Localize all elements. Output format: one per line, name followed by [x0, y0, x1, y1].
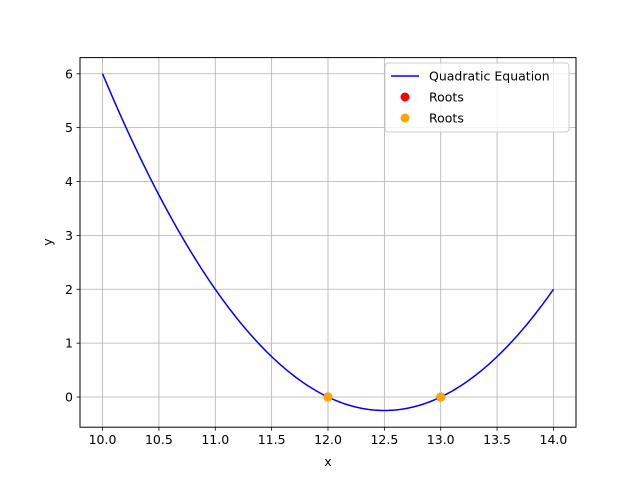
- legend-entry-label: Roots: [429, 90, 464, 105]
- ticks: 10.0 10.5 11.0 11.5 12.0 12.5 13.0 13.5 14.0 0 1 2 3…: [65, 66, 567, 447]
- root-point-2-0: [323, 392, 333, 402]
- y-tick-label: 2: [65, 282, 73, 297]
- y-tick-label: 0: [65, 390, 73, 405]
- x-tick-label: 11.0: [201, 432, 229, 447]
- y-tick-label: 6: [65, 66, 73, 81]
- root-point-2-1: [436, 392, 446, 402]
- legend-box: [384, 62, 570, 133]
- x-tick-label: 10.5: [145, 432, 173, 447]
- legend-dot-marker: [400, 92, 410, 102]
- y-tick-label: 1: [65, 336, 73, 351]
- x-tick-label: 13.0: [427, 432, 455, 447]
- x-tick-label: 10.0: [89, 432, 117, 447]
- x-tick-label: 12.0: [314, 432, 342, 447]
- x-tick-label: 11.5: [258, 432, 286, 447]
- legend-entry-label: Quadratic Equation: [429, 69, 550, 84]
- y-axis-label: y: [40, 238, 55, 246]
- y-tick-label: 4: [65, 174, 73, 189]
- x-tick-label: 14.0: [540, 432, 568, 447]
- x-axis-label: x: [324, 454, 331, 469]
- legend: Quadratic Equation Roots Roots: [384, 62, 570, 133]
- x-tick-label: 12.5: [370, 432, 398, 447]
- legend-dot-marker: [400, 113, 410, 123]
- legend-entry-label: Roots: [429, 111, 464, 126]
- y-tick-label: 3: [65, 228, 73, 243]
- series-layer: [101, 73, 555, 412]
- x-tick-label: 13.5: [483, 432, 511, 447]
- y-tick-label: 5: [65, 120, 73, 135]
